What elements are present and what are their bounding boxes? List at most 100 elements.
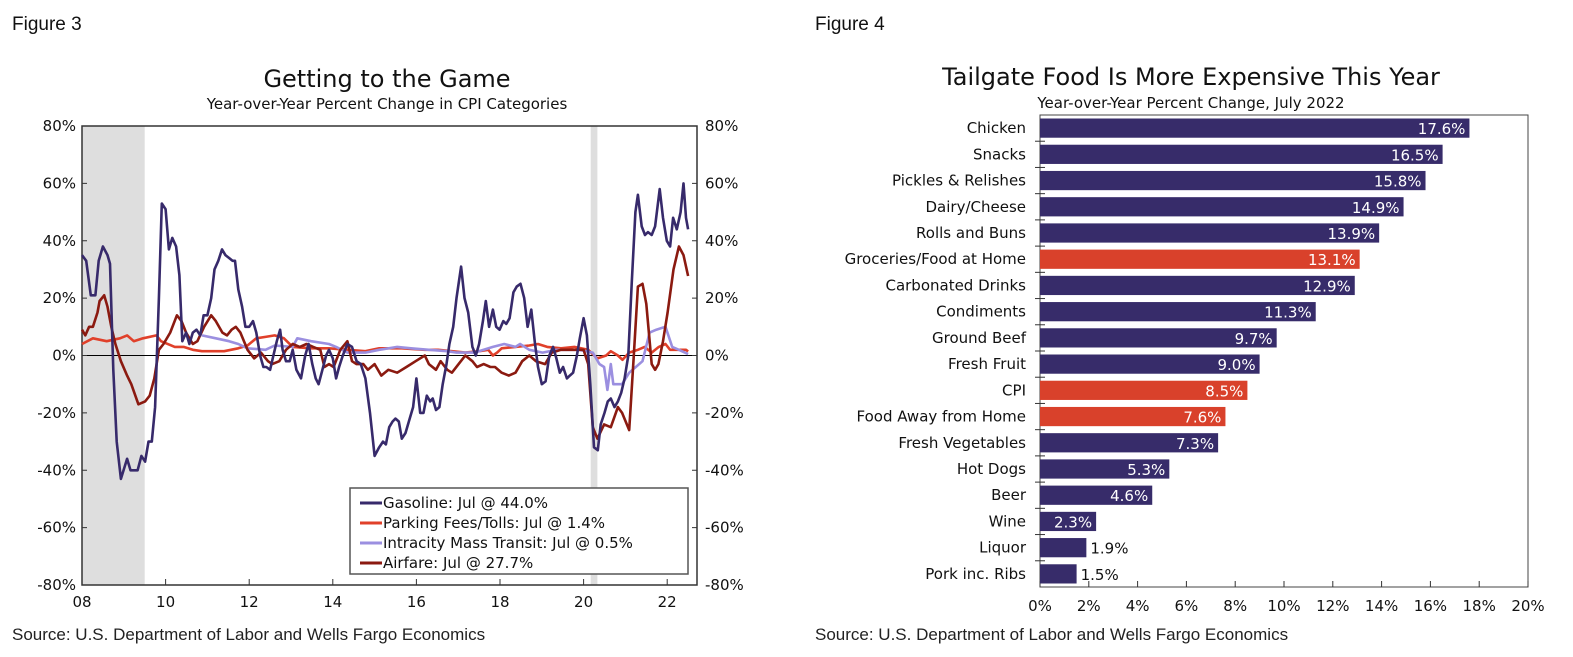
- figure4-source: Source: U.S. Department of Labor and Wel…: [815, 625, 1288, 644]
- y-tick-label-left: -20%: [37, 404, 76, 422]
- bar: [1040, 564, 1077, 584]
- category-label: CPI: [1002, 381, 1026, 399]
- x-tick-label: 20: [574, 593, 593, 611]
- category-label: Pork inc. Ribs: [925, 565, 1026, 583]
- category-label: Carbonated Drinks: [885, 276, 1026, 294]
- x-tick-label: 12: [240, 593, 259, 611]
- series-line-3: [80, 245, 690, 440]
- category-label: Liquor: [979, 539, 1027, 557]
- x-tick-label: 14: [323, 593, 342, 611]
- y-tick-label-right: 60%: [705, 174, 738, 192]
- x-tick-label: 08: [72, 593, 91, 611]
- x-tick-label: 6%: [1175, 597, 1199, 615]
- x-tick-label: 16%: [1414, 597, 1447, 615]
- y-tick-label-right: -80%: [705, 576, 744, 594]
- bar: [1040, 197, 1404, 217]
- data-label: 13.1%: [1308, 251, 1356, 269]
- x-tick-label: 18: [490, 593, 509, 611]
- y-tick-label-right: -60%: [705, 519, 744, 537]
- legend-entry: Intracity Mass Transit: Jul @ 0.5%: [383, 534, 633, 552]
- category-label: Groceries/Food at Home: [845, 250, 1026, 268]
- legend-entry: Gasoline: Jul @ 44.0%: [383, 494, 548, 512]
- y-tick-label-left: 40%: [43, 232, 76, 250]
- data-label: 1.9%: [1090, 540, 1128, 558]
- data-label: 17.6%: [1418, 120, 1466, 138]
- bar: [1040, 459, 1170, 479]
- chart1-title: Getting to the Game: [263, 65, 510, 93]
- bar: [1040, 406, 1226, 427]
- bar: [1040, 144, 1443, 164]
- chart1-subtitle: Year-over-Year Percent Change in CPI Cat…: [206, 95, 568, 113]
- category-label: Snacks: [973, 145, 1026, 163]
- category-label: Ground Beef: [932, 329, 1027, 347]
- y-tick-label-right: -20%: [705, 404, 744, 422]
- category-label: Condiments: [936, 303, 1026, 321]
- data-label: 16.5%: [1391, 146, 1439, 164]
- data-label: 7.6%: [1183, 409, 1221, 427]
- category-label: Beer: [991, 486, 1027, 504]
- legend-box: [349, 487, 689, 575]
- x-tick-label: 10: [156, 593, 175, 611]
- series-line-0: [80, 182, 690, 481]
- bar: [1040, 118, 1470, 138]
- y-tick-label-left: 80%: [43, 117, 76, 135]
- bar: [1040, 380, 1248, 400]
- chart2-title: Tailgate Food Is More Expensive This Yea…: [941, 63, 1440, 91]
- category-label: Pickles & Relishes: [892, 172, 1026, 190]
- data-label: 12.9%: [1303, 277, 1351, 295]
- legend-entry: Parking Fees/Tolls: Jul @ 1.4%: [383, 514, 605, 532]
- y-tick-label-left: 0%: [52, 347, 76, 365]
- x-tick-label: 20%: [1511, 597, 1544, 615]
- category-label: Wine: [989, 512, 1026, 530]
- category-label: Hot Dogs: [957, 460, 1026, 478]
- data-label: 2.3%: [1054, 513, 1092, 531]
- x-tick-label: 8%: [1223, 597, 1247, 615]
- x-tick-label: 0%: [1028, 597, 1052, 615]
- data-label: 9.0%: [1217, 356, 1255, 374]
- bar: [1040, 538, 1087, 558]
- y-tick-label-right: -40%: [705, 461, 744, 479]
- bar: [1040, 433, 1219, 453]
- data-label: 14.9%: [1352, 199, 1400, 217]
- x-tick-label: 2%: [1077, 597, 1101, 615]
- category-label: Fresh Vegetables: [898, 434, 1026, 452]
- data-label: 9.7%: [1235, 330, 1273, 348]
- figure4-label: Figure 4: [815, 14, 885, 35]
- bar: [1040, 249, 1360, 269]
- bar: [1040, 223, 1380, 243]
- x-tick-label: 22: [658, 593, 677, 611]
- x-tick-label: 16: [407, 593, 426, 611]
- figure3-source: Source: U.S. Department of Labor and Wel…: [12, 625, 485, 644]
- y-tick-label-right: 0%: [705, 347, 729, 365]
- data-label: 13.9%: [1328, 225, 1376, 243]
- category-label: Rolls and Buns: [916, 224, 1026, 242]
- bar: [1040, 354, 1260, 374]
- x-tick-label: 14%: [1365, 597, 1398, 615]
- bar: [1040, 302, 1316, 322]
- bar: [1040, 170, 1426, 191]
- line-chart: 80% 80% 60% 60% 40% 40% 20% 20% 0% 0% -20% -20% -40%…: [37, 117, 744, 611]
- data-label: 1.5%: [1081, 566, 1119, 584]
- bar: [1040, 275, 1355, 296]
- bar-chart: 0% 2% 4% 6% 8% 10% 12% 14% 16% 18% 20% Chicken 17.6%…: [845, 114, 1545, 615]
- category-label: Food Away from Home: [857, 408, 1026, 426]
- x-tick-label: 10%: [1267, 597, 1300, 615]
- y-tick-label-left: 60%: [43, 174, 76, 192]
- x-tick-label: 4%: [1126, 597, 1150, 615]
- data-label: 15.8%: [1374, 173, 1422, 191]
- y-tick-label-left: -80%: [37, 576, 76, 594]
- chart2-subtitle: Year-over-Year Percent Change, July 2022: [1036, 94, 1344, 112]
- data-label: 5.3%: [1127, 461, 1165, 479]
- y-tick-label-right: 40%: [705, 232, 738, 250]
- data-label: 4.6%: [1110, 487, 1148, 505]
- y-tick-label-right: 20%: [705, 289, 738, 307]
- bar: [1040, 511, 1097, 532]
- data-label: 8.5%: [1205, 382, 1243, 400]
- data-label: 11.3%: [1264, 304, 1312, 322]
- data-label: 7.3%: [1176, 435, 1214, 453]
- category-label: Dairy/Cheese: [926, 198, 1027, 216]
- x-tick-label: 18%: [1463, 597, 1496, 615]
- legend-entry: Airfare: Jul @ 27.7%: [383, 554, 533, 572]
- y-tick-label-left: -60%: [37, 519, 76, 537]
